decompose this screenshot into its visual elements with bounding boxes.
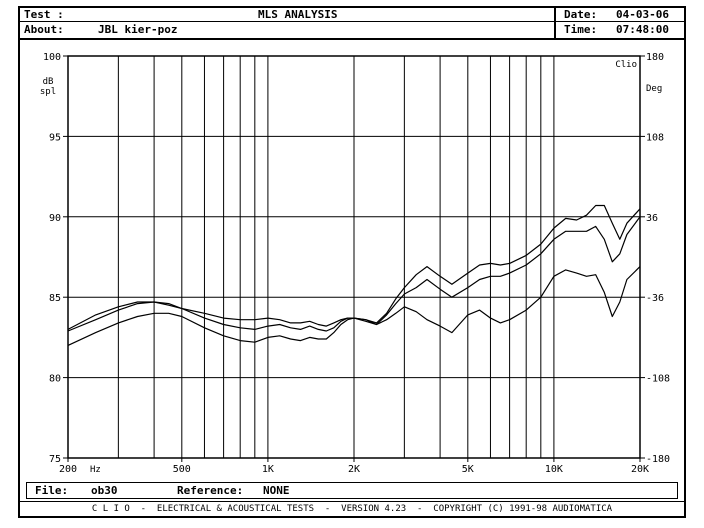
y2-tick-label: -108 [646, 374, 670, 385]
y2-tick-label: 36 [646, 213, 658, 224]
y-axis-label-spl: spl [40, 87, 56, 97]
y-tick-label: 95 [49, 132, 61, 143]
y-tick-label: 85 [49, 293, 61, 304]
y2-tick-label: 180 [646, 52, 664, 63]
plot-border [67, 55, 641, 459]
report-frame: Test : About: JBL kier-poz MLS ANALYSIS … [18, 6, 686, 518]
x-tick-label: 10K [545, 464, 563, 475]
file-bar: File: ob30 Reference: NONE [26, 482, 678, 499]
header-row-divider [20, 21, 684, 22]
y-axis-label-db: dB [43, 77, 54, 87]
y2-tick-label: 108 [646, 132, 664, 143]
date-value: 04-03-06 [616, 8, 669, 21]
test-label: Test : [24, 8, 64, 21]
y-tick-label: 90 [49, 213, 61, 224]
plot-area: Clio dB spl Deg Hz 100 95 90 85 80 75 180 108 36… [20, 38, 684, 478]
report-header: Test : About: JBL kier-poz MLS ANALYSIS … [20, 8, 684, 40]
x-tick-label: 5K [462, 464, 474, 475]
grid [63, 55, 645, 462]
x-tick-label: 20K [631, 464, 649, 475]
time-value: 07:48:00 [616, 23, 669, 36]
clio-brand-label: Clio [615, 60, 637, 70]
file-value: ob30 [91, 484, 118, 497]
response-curve-2 [67, 216, 641, 332]
y-tick-label: 100 [43, 52, 61, 63]
y2-tick-label: -36 [646, 293, 664, 304]
file-label: File: [35, 484, 69, 497]
y2-axis-label: Deg [646, 84, 662, 94]
y-tick-label: 75 [49, 454, 61, 465]
axis-labels: Clio dB spl Deg Hz 100 95 90 85 80 75 180 108 36… [40, 52, 670, 475]
x-tick-label: 500 [173, 464, 191, 475]
response-curve-1 [67, 204, 641, 330]
reference-label: Reference: [177, 484, 244, 497]
x-tick-label: 200 [59, 464, 77, 475]
report-title: MLS ANALYSIS [258, 8, 338, 21]
about-value: JBL kier-poz [98, 23, 178, 36]
x-tick-label: 1K [262, 464, 274, 475]
reference-value: NONE [263, 484, 290, 497]
series-layer [67, 204, 641, 346]
x-axis-unit: Hz [90, 465, 101, 475]
date-label: Date: [564, 8, 598, 21]
footer-copyright: C L I O - ELECTRICAL & ACOUSTICAL TESTS … [20, 501, 684, 517]
y-tick-label: 80 [49, 374, 61, 385]
response-curve-3 [67, 266, 641, 346]
time-label: Time: [564, 23, 598, 36]
frequency-response-chart: Clio dB spl Deg Hz 100 95 90 85 80 75 180 108 36… [40, 52, 670, 475]
x-tick-label: 2K [348, 464, 360, 475]
header-divider [554, 8, 556, 38]
about-label: About: [24, 23, 64, 36]
y2-tick-label: -180 [646, 454, 670, 465]
